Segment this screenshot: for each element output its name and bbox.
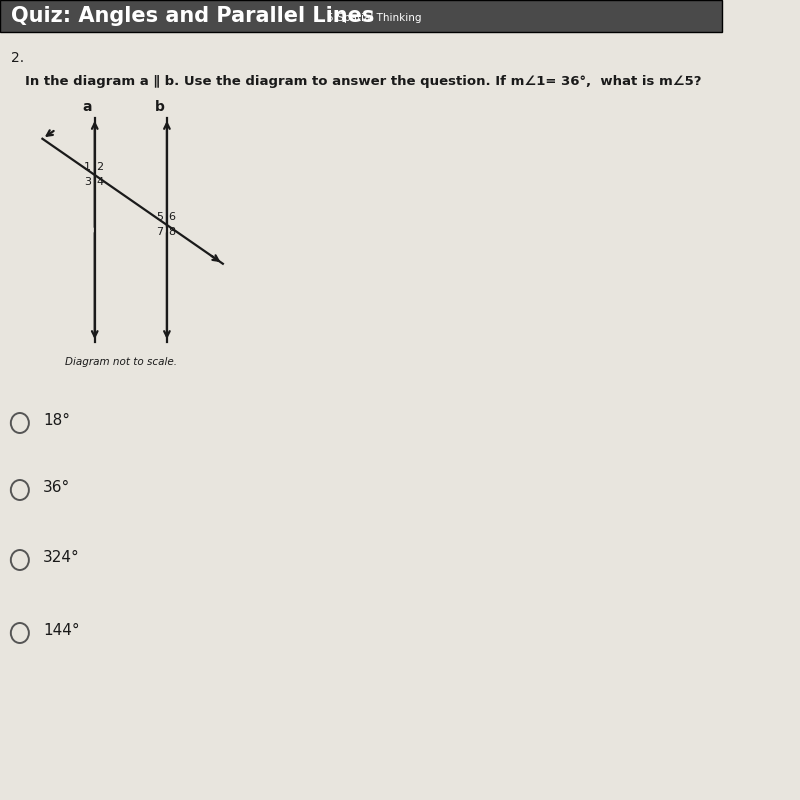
Text: 36°: 36° — [43, 480, 70, 495]
Text: Quiz: Angles and Parallel Lines: Quiz: Angles and Parallel Lines — [11, 6, 374, 26]
Text: 4: 4 — [96, 177, 103, 186]
Text: 8: 8 — [169, 226, 175, 237]
FancyBboxPatch shape — [0, 0, 722, 32]
Text: 324°: 324° — [43, 550, 80, 565]
Text: a: a — [82, 100, 92, 114]
Text: 5:Spatial Thinking: 5:Spatial Thinking — [326, 13, 421, 23]
Text: 144°: 144° — [43, 623, 80, 638]
Text: 1: 1 — [84, 162, 91, 173]
Text: Diagram not to scale.: Diagram not to scale. — [65, 357, 177, 367]
Text: 7: 7 — [156, 226, 163, 237]
Text: 5: 5 — [156, 213, 163, 222]
Text: 3: 3 — [84, 177, 91, 186]
Text: 6: 6 — [169, 213, 175, 222]
Text: 18°: 18° — [43, 413, 70, 428]
Text: 2.: 2. — [11, 51, 24, 65]
Text: In the diagram a ∥ b. Use the diagram to answer the question. If m∠1= 36°,  what: In the diagram a ∥ b. Use the diagram to… — [26, 75, 702, 89]
Text: b: b — [154, 100, 165, 114]
Text: 2: 2 — [96, 162, 103, 173]
